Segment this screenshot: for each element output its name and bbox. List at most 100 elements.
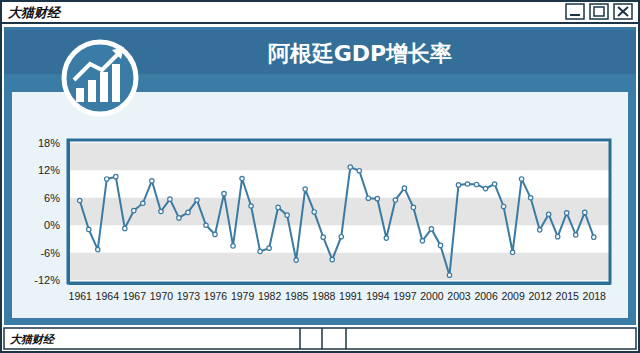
data-point <box>258 249 262 253</box>
data-point <box>204 223 208 227</box>
data-point <box>483 186 487 190</box>
y-tick-label: 12% <box>38 164 60 176</box>
plot-frame <box>68 140 610 283</box>
x-tick: 1970 <box>150 283 174 302</box>
y-tick: 12% <box>38 164 68 176</box>
y-tick-label: 6% <box>44 192 60 204</box>
data-point <box>583 210 587 214</box>
x-tick-label: 1979 <box>231 290 255 302</box>
grid-band <box>68 198 610 226</box>
x-tick-label: 1970 <box>150 290 174 302</box>
x-axis: 1961196419671970197319761979198219851988… <box>69 283 611 302</box>
data-point <box>114 174 118 178</box>
y-tick: -12% <box>34 274 68 286</box>
x-tick-label: 1994 <box>366 290 390 302</box>
series-line <box>80 167 594 275</box>
data-point <box>348 165 352 169</box>
window-button-max <box>590 4 608 19</box>
data-point <box>330 257 334 261</box>
x-tick-label: 1988 <box>312 290 336 302</box>
x-tick-label: 1985 <box>285 290 309 302</box>
y-tick-label: -12% <box>34 274 60 286</box>
y-tick-label: -6% <box>40 247 60 259</box>
window-button-min <box>566 4 584 19</box>
x-tick: 1979 <box>231 283 255 302</box>
x-tick-label: 1961 <box>69 290 93 302</box>
data-point <box>501 204 505 208</box>
data-point <box>249 204 253 208</box>
data-point <box>465 182 469 186</box>
grid-band <box>68 253 610 281</box>
x-tick: 1964 <box>96 283 120 302</box>
x-tick-label: 2018 <box>583 290 607 302</box>
data-point <box>240 176 244 180</box>
data-point <box>132 208 136 212</box>
data-point <box>123 226 127 230</box>
x-tick: 1985 <box>285 283 309 302</box>
data-point <box>537 228 541 232</box>
data-point <box>96 247 100 251</box>
x-tick-label: 2015 <box>556 290 580 302</box>
grid-band <box>68 143 610 171</box>
data-point <box>402 186 406 190</box>
data-point <box>592 235 596 239</box>
data-point <box>474 182 478 186</box>
window-frame <box>1 1 639 352</box>
y-tick: 18% <box>38 137 68 149</box>
data-point <box>168 197 172 201</box>
data-point <box>375 196 379 200</box>
x-tick-label: 1982 <box>258 290 282 302</box>
data-point <box>420 239 424 243</box>
x-tick-label: 2012 <box>528 290 552 302</box>
header-rule <box>1 22 639 24</box>
data-point <box>177 216 181 220</box>
data-point <box>429 227 433 231</box>
x-tick-label: 2003 <box>447 290 471 302</box>
data-point <box>456 183 460 187</box>
data-point <box>303 187 307 191</box>
x-tick-label: 1991 <box>339 290 363 302</box>
data-point <box>519 177 523 181</box>
x-tick: 1994 <box>366 283 390 302</box>
y-tick: 6% <box>44 192 68 204</box>
x-tick: 1997 <box>393 283 417 302</box>
x-tick: 2009 <box>501 283 525 302</box>
data-point <box>492 182 496 186</box>
data-point <box>312 210 316 214</box>
x-tick-label: 1997 <box>393 290 417 302</box>
x-tick: 2000 <box>420 283 444 302</box>
y-tick: 0% <box>44 219 68 231</box>
data-point <box>546 212 550 216</box>
series <box>78 165 596 278</box>
x-tick: 1961 <box>69 283 93 302</box>
data-point <box>357 169 361 173</box>
data-point <box>321 235 325 239</box>
data-point <box>78 198 82 202</box>
data-point <box>574 233 578 237</box>
data-point <box>105 177 109 181</box>
grid <box>68 143 610 281</box>
x-tick: 2015 <box>556 283 580 302</box>
data-point <box>231 244 235 248</box>
data-point <box>213 232 217 236</box>
footer-divider-2 <box>345 328 347 349</box>
y-tick: -6% <box>40 247 68 259</box>
chart-root: 大猫财经阿根廷GDP增长率-12%-6%0%6%12%18%1961196419… <box>0 0 640 353</box>
header-brand: 大猫财经 <box>8 5 62 20</box>
x-tick-label: 1967 <box>123 290 147 302</box>
x-tick: 2003 <box>447 283 471 302</box>
y-axis: -12% -6% 0% 6% 12% 18% <box>34 137 68 286</box>
x-tick: 1988 <box>312 283 336 302</box>
x-tick-label: 1964 <box>96 290 120 302</box>
footer-bar <box>4 328 636 349</box>
x-tick-label: 2009 <box>501 290 525 302</box>
data-point <box>555 235 559 239</box>
x-tick: 2006 <box>474 283 498 302</box>
data-point <box>186 210 190 214</box>
data-point <box>339 235 343 239</box>
footer-divider-0 <box>299 328 301 349</box>
data-point <box>195 198 199 202</box>
footer-divider-1 <box>321 328 323 349</box>
data-point <box>384 236 388 240</box>
data-point <box>150 179 154 183</box>
